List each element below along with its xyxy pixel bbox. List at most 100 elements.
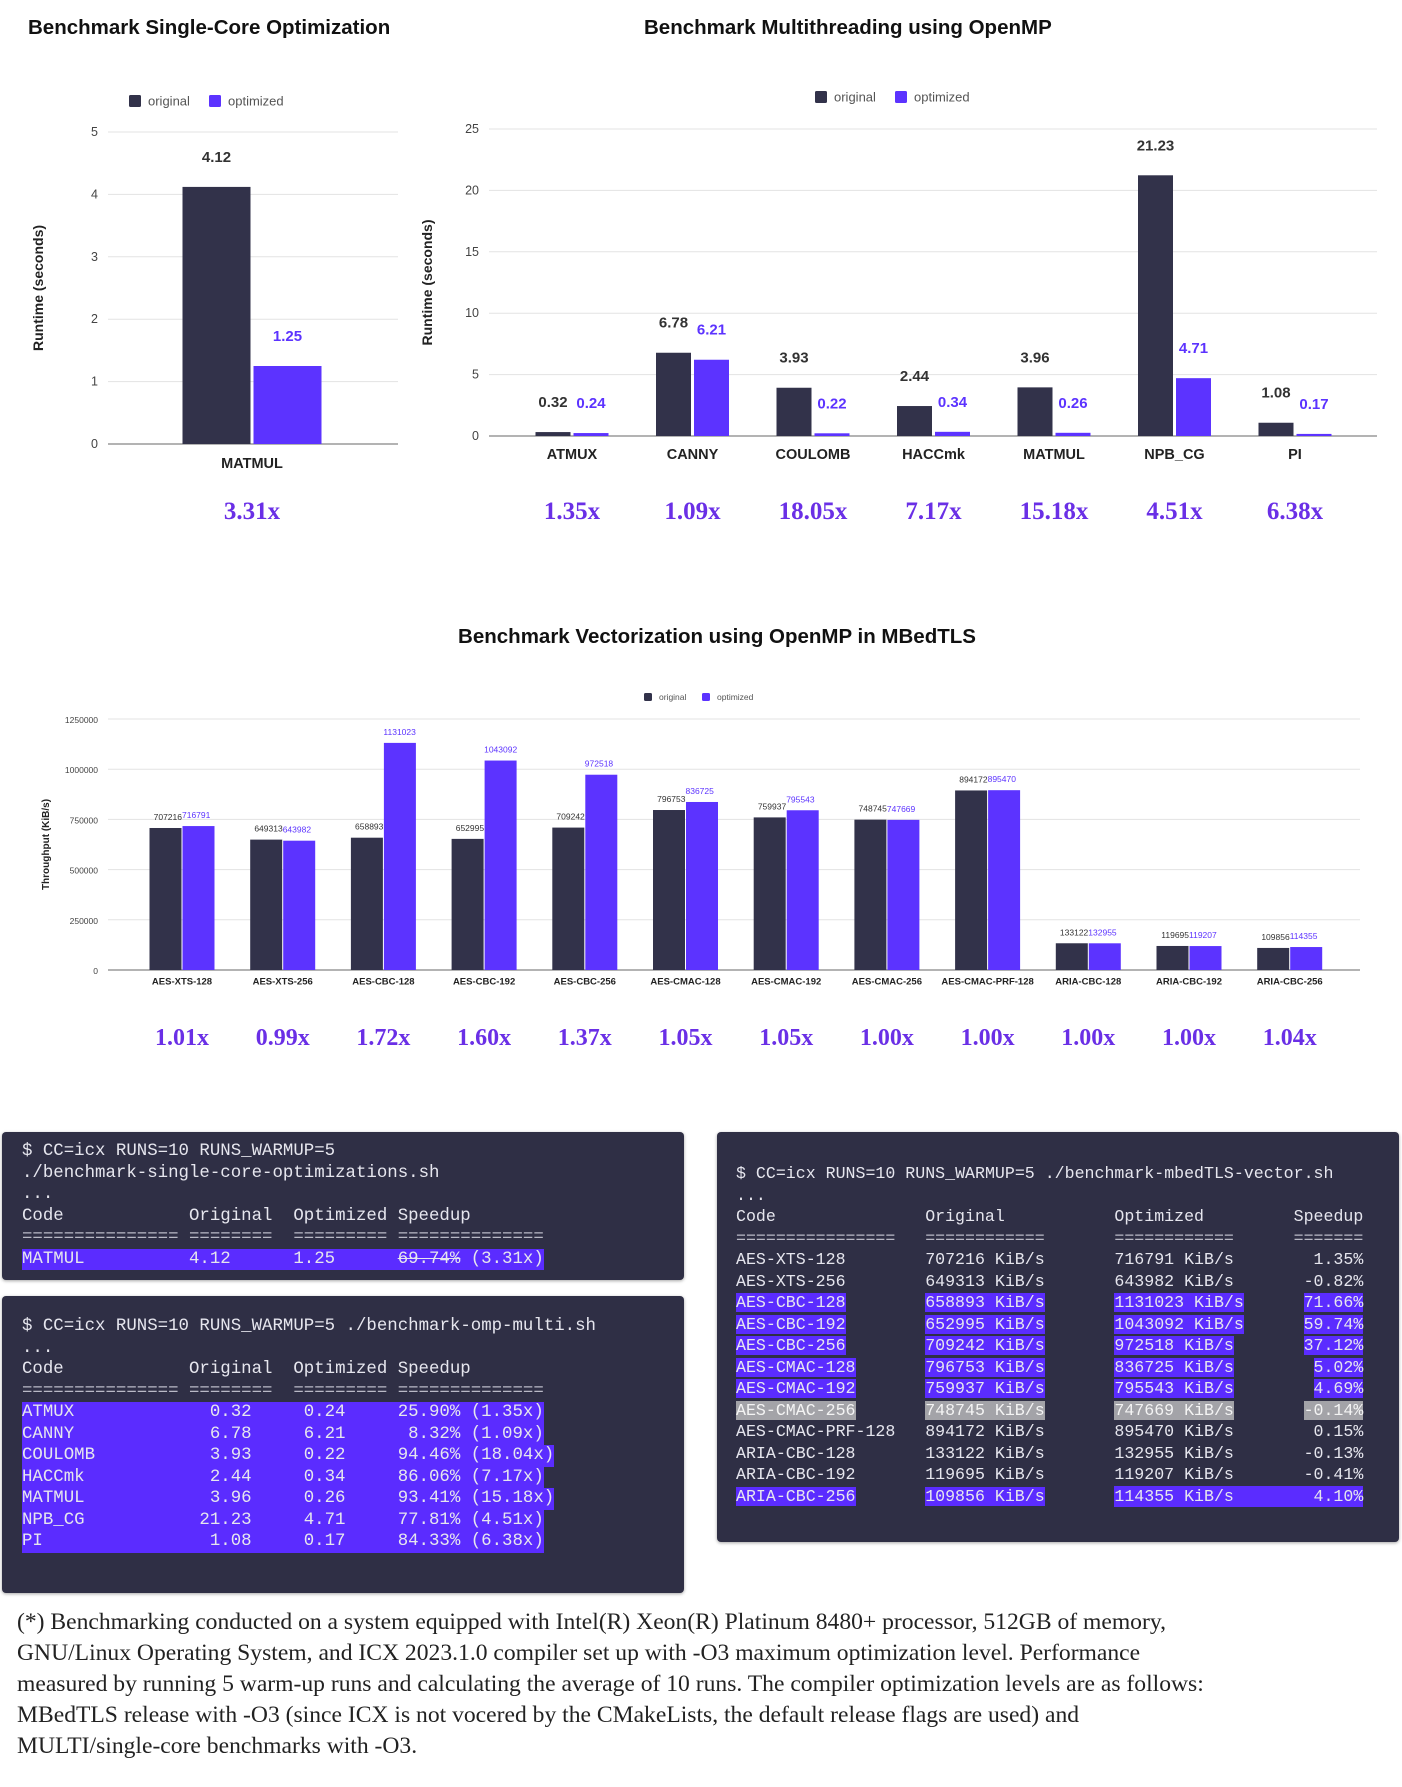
cell-original: 748745 KiB/s <box>925 1400 1114 1422</box>
cell-speedup: 1.35% <box>1294 1249 1364 1271</box>
optimized-value: 114355 KiB/s <box>1114 1486 1234 1506</box>
y-tick-label: 3 <box>91 250 98 264</box>
bar-original <box>955 790 988 970</box>
optimized-value: 119207 KiB/s <box>1114 1465 1234 1484</box>
code-value: AES-XTS-128 <box>736 1250 846 1269</box>
cell-original: 119695 KiB/s <box>925 1464 1114 1486</box>
separator: ========= <box>293 1381 388 1401</box>
bar-optimized <box>283 840 316 970</box>
bar-original <box>897 406 932 436</box>
bar-original <box>1258 422 1294 436</box>
category-label: COULOMB <box>776 447 851 463</box>
y-tick-label: 0 <box>91 437 98 451</box>
cell-code: AES-CBC-192 <box>736 1314 925 1336</box>
cell-original: 649313 KiB/s <box>925 1271 1114 1293</box>
data-label-original: 796753 <box>657 794 686 804</box>
bar-original <box>535 432 571 436</box>
cell-optimized: 895470 KiB/s <box>1114 1421 1293 1443</box>
data-label-optimized: 0.22 <box>817 395 846 412</box>
cell-optimized: 0.34 <box>293 1467 397 1489</box>
legend-label-original: original <box>834 90 876 105</box>
bar-original <box>653 810 685 970</box>
data-label-optimized: 972518 <box>585 759 614 769</box>
bar-original <box>854 819 887 970</box>
speedup-label: 1.01x <box>155 1025 209 1051</box>
code-value: ARIA-CBC-192 <box>736 1465 856 1484</box>
cell-optimized: 4.71 <box>293 1510 397 1532</box>
legend-swatch-original <box>815 91 827 103</box>
speedup-label: 1.09x <box>664 498 721 525</box>
cell-optimized: 0.24 <box>293 1402 397 1424</box>
optimized-value: 972518 KiB/s <box>1114 1336 1234 1355</box>
bar-original <box>250 839 283 970</box>
speedup-value: 4.69% <box>1313 1379 1364 1398</box>
original-value: 748745 KiB/s <box>925 1400 1045 1420</box>
separator: ========= <box>293 1228 388 1247</box>
bar-optimized <box>887 819 920 970</box>
optimized-value: 1043092 KiB/s <box>1114 1314 1244 1334</box>
cell-code: AES-CMAC-128 <box>736 1357 925 1379</box>
data-label-optimized: 1.25 <box>273 328 302 345</box>
table-row: AES-CBC-256 709242 KiB/s 972518 KiB/s 37.12… <box>736 1335 1364 1357</box>
category-label: AES-XTS-128 <box>152 976 212 987</box>
bar-optimized <box>1290 947 1323 970</box>
separator: ============== <box>397 1228 544 1247</box>
separator: ======== <box>188 1381 273 1401</box>
data-label-original: 1.08 <box>1261 385 1290 402</box>
chart-title-single-core: Benchmark Single-Core Optimization <box>28 16 391 39</box>
column-header: Optimized <box>293 1360 388 1379</box>
original-value: 796753 KiB/s <box>925 1357 1045 1377</box>
table-row: HACCmk 2.44 0.34 86.06% (7.17x) <box>22 1466 544 1489</box>
data-label-optimized: 836725 <box>686 786 715 796</box>
column-header: Optimized <box>293 1206 388 1226</box>
cell-speedup: -0.82% <box>1294 1271 1364 1293</box>
data-label-original: 649313 <box>254 824 283 834</box>
speedup-factor: (7.17x) <box>470 1467 544 1487</box>
optimized-value: 4.71 <box>303 1510 346 1530</box>
bar-original <box>656 352 691 436</box>
column-header: Code <box>22 1206 64 1226</box>
y-tick-label: 25 <box>465 122 479 136</box>
speedup-value: -0.14% <box>1303 1400 1364 1420</box>
cell-original: 3.96 <box>189 1488 293 1510</box>
data-label-original: 6.78 <box>659 315 688 332</box>
speedup-percent: 69.74% <box>397 1249 461 1269</box>
separator-row: ========================================… <box>22 1381 544 1403</box>
data-label-optimized: 0.34 <box>938 394 968 411</box>
cell-speedup: -0.41% <box>1294 1464 1364 1486</box>
original-value: 649313 KiB/s <box>925 1271 1045 1291</box>
table-row: MATMUL 3.96 0.26 93.41% (15.18x) <box>22 1488 555 1510</box>
speedup-label: 3.31x <box>224 498 281 525</box>
data-label-original: 652995 <box>456 823 485 833</box>
category-label: AES-CMAC-192 <box>751 976 821 987</box>
cell-original: 894172 KiB/s <box>925 1421 1114 1443</box>
speedup-label: 1.05x <box>759 1025 813 1051</box>
separator: ======== <box>188 1228 273 1247</box>
terminal-single-core: $ CC=icx RUNS=10 RUNS_WARMUP=5 ./benchmar… <box>2 1132 684 1280</box>
separator: ============== <box>397 1381 544 1401</box>
column-header: Code <box>22 1360 64 1379</box>
separator-row: ========================================… <box>736 1228 1363 1250</box>
cell-optimized: 6.21 <box>293 1424 397 1446</box>
column-header: Code <box>736 1207 776 1226</box>
data-label-original: 3.93 <box>779 350 808 367</box>
legend-swatch-original <box>644 693 652 701</box>
data-label-original: 109856 <box>1261 932 1290 942</box>
table-row: AES-CBC-192 652995 KiB/s 1043092 KiB/s 59.7… <box>736 1314 1364 1336</box>
header-row: Code Original Optimized Speedup <box>736 1206 1363 1228</box>
optimized-value: 0.22 <box>303 1446 346 1465</box>
speedup-percent: 94.46% <box>397 1446 461 1465</box>
code-value: ARIA-CBC-256 <box>736 1486 856 1506</box>
original-value: 6.78 <box>209 1424 252 1444</box>
cell-code: AES-CMAC-256 <box>736 1400 925 1422</box>
cell-speedup: 86.06% (7.17x) <box>398 1467 544 1489</box>
speedup-value: 5.02% <box>1313 1357 1364 1377</box>
cell-speedup: 69.74% (3.31x) <box>398 1249 544 1271</box>
cell-original: 4.12 <box>189 1249 293 1271</box>
cell-code: AES-CMAC-PRF-128 <box>736 1421 925 1443</box>
original-value: 133122 KiB/s <box>925 1443 1045 1463</box>
bar-original <box>149 827 182 970</box>
cell-original: 0.32 <box>189 1402 293 1424</box>
bar-original <box>451 838 484 970</box>
speedup-label: 0.99x <box>256 1025 310 1051</box>
